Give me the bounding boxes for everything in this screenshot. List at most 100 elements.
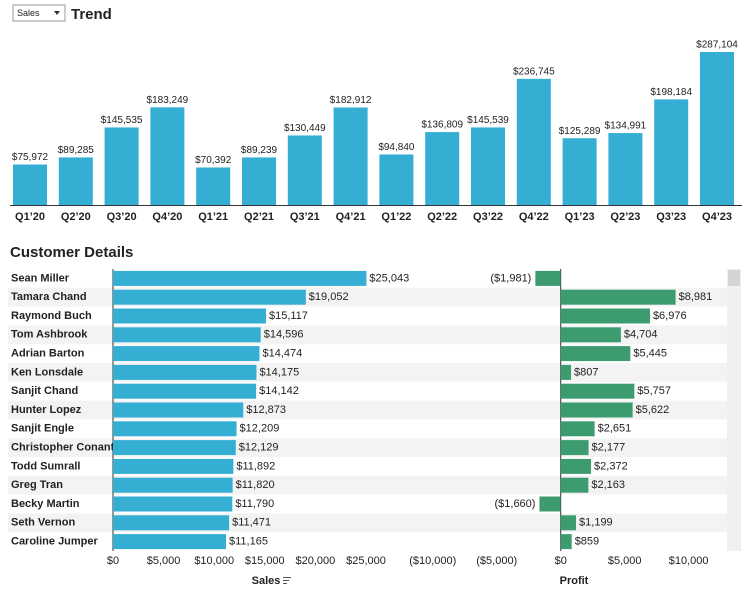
x-tick-label: ($5,000) [476, 555, 517, 567]
value-label: $2,651 [598, 423, 632, 435]
value-label: $12,209 [240, 423, 280, 435]
row-label: Tamara Chand [11, 291, 87, 303]
sales-axis-title: Sales [252, 575, 281, 587]
value-label: $5,757 [637, 385, 671, 397]
x-tick-label: $10,000 [669, 555, 709, 567]
bar [700, 52, 734, 205]
value-label: $183,249 [147, 95, 189, 106]
bar [113, 364, 257, 380]
value-label: ($1,981) [490, 272, 531, 284]
bar [560, 327, 621, 343]
value-label: $11,471 [232, 517, 271, 529]
bar [58, 157, 93, 205]
value-label: $14,175 [259, 366, 299, 378]
x-tick-label: Q1’20 [15, 211, 45, 223]
value-label: $12,873 [246, 404, 286, 416]
value-label: $236,745 [513, 66, 555, 77]
value-label: $1,199 [579, 517, 613, 529]
value-label: $75,972 [12, 152, 49, 163]
value-label: $89,285 [58, 145, 95, 156]
bar [113, 308, 266, 324]
value-label: $182,912 [330, 95, 372, 106]
x-tick-label: $15,000 [245, 555, 285, 567]
bar [196, 167, 231, 205]
value-label: $11,820 [236, 479, 275, 491]
scrollbar[interactable] [727, 269, 741, 551]
x-tick-label: Q4’21 [336, 211, 366, 223]
bar [287, 135, 322, 205]
bar [333, 107, 368, 205]
row-label: Sanjit Engle [11, 423, 74, 435]
dropdown-value[interactable]: Sales [17, 8, 40, 18]
bar [379, 154, 414, 205]
value-label: $11,165 [229, 536, 268, 548]
bar [654, 99, 689, 205]
x-tick-label: Q4’20 [152, 211, 182, 223]
bar [113, 496, 233, 512]
row-label: Todd Sumrall [11, 460, 80, 472]
x-tick-label: $5,000 [608, 555, 642, 567]
bar [113, 270, 367, 286]
value-label: $2,177 [592, 442, 626, 454]
x-tick-label: $25,000 [346, 555, 386, 567]
value-label: $5,445 [633, 348, 667, 360]
row-label: Caroline Jumper [11, 536, 99, 548]
details-title: Customer Details [10, 244, 133, 261]
row-label: Ken Lonsdale [11, 366, 83, 378]
bar [113, 421, 237, 437]
bar [425, 132, 460, 205]
row-label: Becky Martin [11, 498, 80, 510]
value-label: $807 [574, 366, 598, 378]
value-label: $145,535 [101, 115, 143, 126]
x-tick-label: Q1’23 [565, 211, 595, 223]
value-label: $287,104 [696, 40, 738, 51]
value-label: $125,289 [559, 126, 601, 137]
bar [13, 164, 47, 205]
bar [560, 402, 633, 418]
value-label: $11,892 [236, 460, 275, 472]
bar [560, 477, 589, 493]
x-tick-label: $20,000 [296, 555, 336, 567]
row-label: Hunter Lopez [11, 404, 82, 416]
bar [113, 346, 260, 362]
x-tick-label: Q1’22 [381, 211, 411, 223]
value-label: $15,117 [269, 310, 308, 322]
bar [560, 458, 592, 474]
x-tick-label: Q3’22 [473, 211, 503, 223]
x-tick-label: Q2’23 [610, 211, 640, 223]
value-label: $25,043 [369, 272, 409, 284]
bar [113, 402, 244, 418]
x-tick-label: $0 [107, 555, 119, 567]
row-label: Adrian Barton [11, 348, 85, 360]
x-tick-label: Q2’22 [427, 211, 457, 223]
value-label: $130,449 [284, 123, 326, 134]
x-tick-label: Q4’23 [702, 211, 732, 223]
x-tick-label: Q1’21 [198, 211, 228, 223]
x-tick-label: $0 [555, 555, 567, 567]
trend-title: Trend [71, 6, 112, 23]
value-label: $134,991 [605, 121, 647, 132]
sort-icon[interactable] [283, 577, 291, 584]
bar [560, 383, 635, 399]
bar [113, 458, 234, 474]
bar [539, 496, 561, 512]
value-label: $89,239 [241, 145, 278, 156]
row-label: Greg Tran [11, 479, 63, 491]
bar [471, 127, 505, 205]
bar [560, 515, 577, 531]
measure-dropdown[interactable] [12, 4, 66, 22]
dropdown-arrow[interactable] [54, 11, 60, 15]
scrollbar-thumb[interactable] [728, 270, 740, 286]
x-tick-label: Q3’21 [290, 211, 320, 223]
row-label: Sanjit Chand [11, 385, 78, 397]
row-label: Tom Ashbrook [11, 329, 88, 341]
x-tick-label: Q3’23 [656, 211, 686, 223]
row-label: Christopher Conant [11, 442, 115, 454]
profit-axis-title: Profit [560, 575, 589, 587]
x-tick-label: $10,000 [194, 555, 234, 567]
row-label: Seth Vernon [11, 517, 75, 529]
value-label: $4,704 [624, 329, 658, 341]
bar [560, 440, 589, 456]
x-tick-label: $5,000 [147, 555, 181, 567]
